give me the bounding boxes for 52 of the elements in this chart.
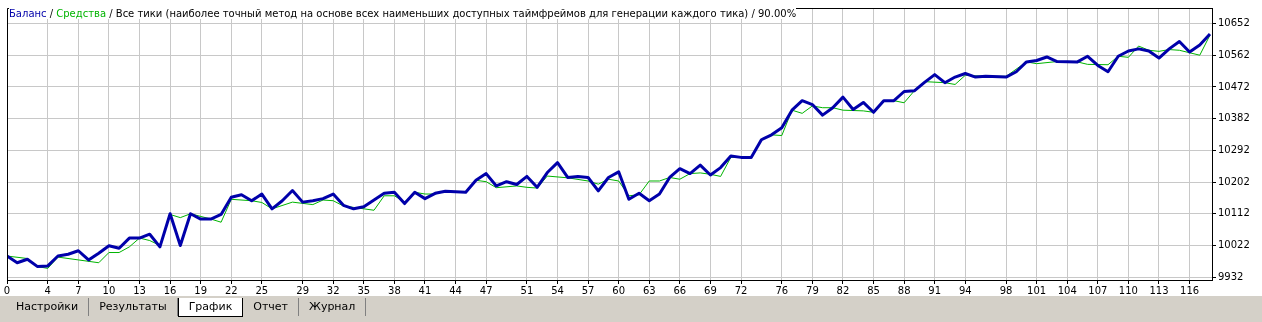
text: Отчет xyxy=(243,298,300,316)
x-tick-label: 4 xyxy=(44,284,51,296)
x-tick-label: 25 xyxy=(255,284,269,296)
y-tick-label: 10022 xyxy=(1218,239,1250,251)
y-tick-label: 10472 xyxy=(1218,80,1250,92)
text: Результаты xyxy=(89,298,178,316)
x-tick-label: 91 xyxy=(928,284,942,296)
title-text: Баланс / Средства / Все тики (наиболее точный метод на основе всех наименьших доступных таймфреймов для генерации каждого тика) / 90.00% xyxy=(9,8,797,19)
x-tick-label: 66 xyxy=(673,284,687,296)
y-tick-label: 10112 xyxy=(1218,207,1250,219)
x-tick-label: 63 xyxy=(642,284,656,296)
y-tick-label: 10562 xyxy=(1218,48,1250,60)
x-tick-label: 29 xyxy=(296,284,310,296)
x-tick-label: 79 xyxy=(806,284,819,296)
x-tick-label: 104 xyxy=(1057,284,1077,296)
x-tick-label: 113 xyxy=(1149,284,1169,296)
x-tick-label: 82 xyxy=(836,284,850,296)
x-tick-label: 101 xyxy=(1027,284,1047,296)
x-tick-label: 88 xyxy=(897,284,911,296)
x-tick-label: 10 xyxy=(102,284,116,296)
x-tick-label: 94 xyxy=(958,284,972,296)
x-tick-label: 47 xyxy=(479,284,493,296)
y-tick-label: 10382 xyxy=(1218,112,1250,124)
x-tick-label: 13 xyxy=(133,284,146,296)
x-tick-label: 16 xyxy=(163,284,177,296)
y-tick-label: 10292 xyxy=(1218,143,1250,155)
x-tick-label: 60 xyxy=(612,284,626,296)
x-tick-label: 44 xyxy=(449,284,462,296)
x-tick-label: 19 xyxy=(194,284,208,296)
x-tick-label: 116 xyxy=(1180,284,1200,296)
x-tick-label: 76 xyxy=(775,284,789,296)
x-tick-label: 72 xyxy=(734,284,748,296)
x-tick-label: 0 xyxy=(3,284,11,296)
x-tick-label: 110 xyxy=(1118,284,1138,296)
x-tick-label: 85 xyxy=(867,284,880,296)
x-tick-label: 7 xyxy=(75,284,82,296)
x-tick-label: 69 xyxy=(704,284,717,296)
y-tick-label: 10202 xyxy=(1218,175,1250,187)
text: Настройки xyxy=(6,298,90,316)
y-tick-label: 9932 xyxy=(1218,270,1244,282)
x-tick-label: 57 xyxy=(581,284,595,296)
x-tick-label: 22 xyxy=(224,284,238,296)
text: Журнал xyxy=(299,298,367,316)
x-tick-label: 38 xyxy=(388,284,401,296)
x-tick-label: 32 xyxy=(326,284,340,296)
x-tick-label: 98 xyxy=(999,284,1013,296)
x-tick-label: 41 xyxy=(418,284,432,296)
y-tick-label: 10652 xyxy=(1218,17,1250,29)
x-tick-label: 107 xyxy=(1088,284,1108,296)
x-tick-label: 51 xyxy=(520,284,534,296)
x-tick-label: 54 xyxy=(551,284,564,296)
x-tick-label: 35 xyxy=(357,284,371,296)
